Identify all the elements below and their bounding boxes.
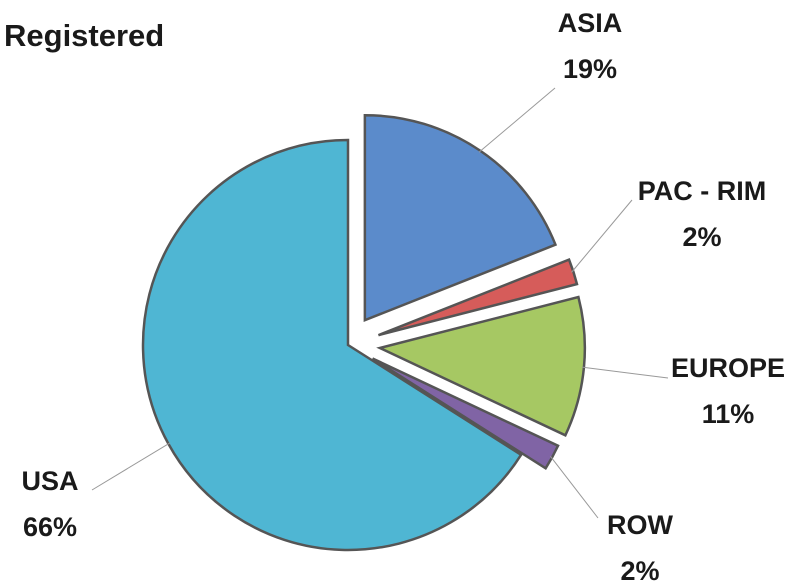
- leader-line: [91, 442, 171, 491]
- slice-value-label: 19%: [563, 54, 617, 84]
- pie-slice: [377, 258, 579, 337]
- leader-line: [478, 87, 556, 153]
- leader-line: [581, 366, 669, 379]
- slice-value-label: 11%: [702, 399, 755, 429]
- chart-title: Registered: [4, 18, 164, 53]
- pie-slice: [371, 357, 560, 471]
- slice-label: EUROPE: [671, 353, 785, 383]
- slice-label: ROW: [607, 510, 674, 540]
- slice-value-label: 66%: [23, 512, 77, 542]
- slice-value-label: 2%: [682, 222, 721, 252]
- slice-value-label: 2%: [620, 556, 659, 586]
- slice-label: ASIA: [558, 8, 623, 38]
- slice-label: PAC - RIM: [638, 176, 767, 206]
- pie-slice: [363, 113, 558, 323]
- slice-label: USA: [21, 466, 78, 496]
- leader-line: [571, 199, 633, 273]
- leader-line: [550, 455, 599, 519]
